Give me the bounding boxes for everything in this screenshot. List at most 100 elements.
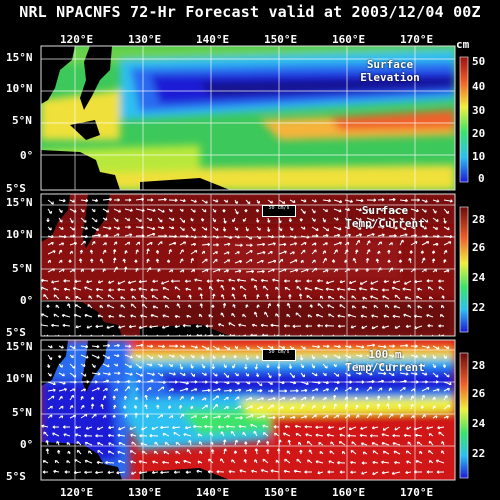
- current-arrow: [360, 426, 368, 430]
- current-arrow: [163, 295, 170, 300]
- current-arrow: [146, 198, 154, 202]
- current-arrow: [366, 412, 372, 419]
- cbar2-tick-22: 22: [472, 301, 486, 314]
- current-arrow: [124, 198, 132, 202]
- current-arrow: [201, 242, 211, 247]
- current-arrow: [138, 325, 148, 329]
- current-arrow: [107, 433, 115, 438]
- current-arrow: [182, 323, 192, 328]
- current-arrow: [420, 405, 424, 410]
- current-arrow: [201, 258, 208, 264]
- current-arrow: [58, 234, 67, 239]
- current-arrow: [286, 313, 291, 318]
- current-arrow: [410, 241, 418, 246]
- current-arrow: [123, 395, 128, 401]
- current-arrow: [199, 303, 203, 309]
- current-arrow: [283, 279, 291, 283]
- current-arrow: [315, 425, 324, 429]
- current-arrow: [91, 363, 96, 369]
- current-arrow: [382, 426, 390, 431]
- current-arrow: [178, 404, 183, 410]
- current-arrow: [382, 450, 390, 455]
- current-arrow: [201, 250, 206, 255]
- current-arrow: [232, 303, 236, 309]
- current-arrow: [397, 403, 402, 410]
- current-arrow: [410, 363, 416, 368]
- current-arrow: [207, 470, 214, 474]
- current-arrow: [72, 287, 82, 291]
- current-arrow: [381, 288, 390, 292]
- current-arrow: [369, 434, 379, 438]
- current-arrow: [183, 433, 192, 437]
- current-arrow: [222, 302, 227, 309]
- current-arrow: [135, 267, 139, 273]
- current-arrow: [97, 442, 104, 446]
- current-arrow: [212, 208, 217, 213]
- current-arrow: [234, 405, 242, 410]
- current-arrow: [289, 415, 296, 420]
- current-arrow: [130, 433, 137, 437]
- current-arrow: [399, 354, 404, 359]
- current-arrow: [160, 425, 170, 430]
- current-arrow: [443, 226, 450, 231]
- current-arrow: [80, 372, 87, 377]
- current-arrow: [256, 242, 266, 247]
- current-arrow: [322, 388, 329, 392]
- current-arrow: [210, 449, 215, 455]
- current-arrow: [179, 387, 189, 392]
- current-arrow: [69, 217, 74, 224]
- current-arrow: [80, 234, 88, 239]
- current-arrow: [327, 304, 335, 309]
- current-arrow: [118, 426, 126, 431]
- current-arrow: [350, 460, 357, 465]
- current-arrow: [151, 426, 159, 430]
- current-arrow: [366, 343, 376, 348]
- current-arrow: [141, 450, 148, 455]
- current-arrow: [97, 280, 104, 284]
- current-arrow: [256, 439, 261, 446]
- subsurface-temp-panel: [40, 339, 456, 481]
- current-arrow: [201, 404, 208, 410]
- current-arrow: [58, 242, 65, 246]
- current-arrow: [91, 380, 98, 384]
- current-arrow: [284, 425, 291, 429]
- current-arrow: [333, 414, 340, 419]
- current-arrow: [69, 242, 77, 246]
- current-arrow: [87, 304, 93, 309]
- current-arrow: [113, 226, 120, 230]
- current-arrow: [42, 460, 49, 464]
- current-arrow: [80, 344, 89, 349]
- current-arrow: [234, 199, 239, 205]
- current-arrow: [69, 380, 77, 384]
- current-arrow: [69, 226, 75, 231]
- current-arrow: [201, 372, 207, 376]
- current-arrow: [127, 280, 137, 284]
- current-arrow: [245, 258, 253, 264]
- current-arrow: [260, 469, 269, 473]
- current-arrow: [190, 354, 195, 359]
- current-arrow: [212, 226, 219, 231]
- current-arrow: [300, 259, 304, 264]
- surface-temp-caption-line1: Surface: [361, 204, 409, 217]
- current-arrow: [124, 266, 128, 273]
- current-arrow: [319, 295, 324, 300]
- current-arrow: [322, 414, 329, 419]
- current-arrow: [355, 354, 363, 358]
- current-arrow: [157, 372, 164, 377]
- current-arrow: [256, 294, 260, 300]
- current-arrow: [58, 405, 64, 410]
- current-arrow: [256, 217, 260, 223]
- current-arrow: [377, 354, 385, 358]
- current-arrow: [238, 323, 247, 327]
- current-arrow: [201, 415, 208, 419]
- current-arrow: [262, 431, 269, 437]
- current-arrow: [377, 267, 382, 273]
- current-arrow: [304, 470, 313, 474]
- current-arrow: [124, 372, 133, 376]
- current-arrow: [46, 217, 50, 223]
- current-arrow: [250, 278, 258, 282]
- current-arrow: [95, 287, 104, 292]
- current-arrow: [244, 208, 248, 213]
- current-arrow: [324, 324, 335, 328]
- current-arrow: [91, 208, 96, 213]
